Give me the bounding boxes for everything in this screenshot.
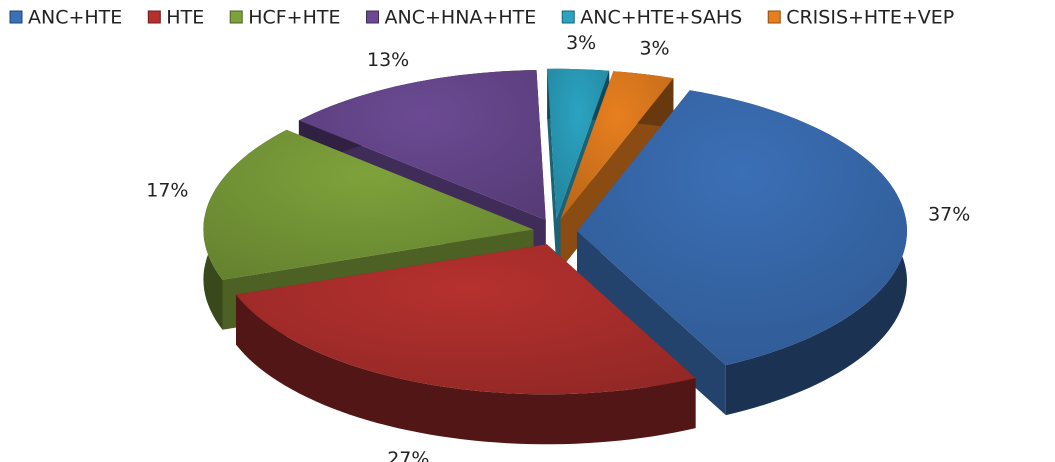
data-label: 17% bbox=[146, 180, 188, 202]
legend-swatch bbox=[561, 10, 575, 24]
legend-label: HTE bbox=[166, 7, 204, 29]
legend: ANC+HTE HTE HCF+HTE ANC+HNA+HTE ANC+HTE+SAHS… bbox=[9, 7, 954, 29]
legend-label: ANC+HTE+SAHS bbox=[580, 7, 742, 29]
legend-swatch bbox=[767, 10, 781, 24]
slice bbox=[560, 71, 674, 220]
slice bbox=[577, 90, 907, 366]
legend-label: ANC+HTE bbox=[28, 7, 122, 29]
data-label: 13% bbox=[367, 49, 409, 71]
slice bbox=[236, 244, 696, 395]
slice bbox=[203, 129, 534, 280]
data-label: 27% bbox=[387, 448, 429, 462]
slice bbox=[547, 68, 610, 219]
data-label: 37% bbox=[928, 204, 970, 226]
legend-swatch bbox=[147, 10, 161, 24]
slice bbox=[298, 70, 546, 220]
legend-swatch bbox=[229, 10, 243, 24]
legend-swatch bbox=[366, 10, 380, 24]
pie bbox=[203, 68, 907, 445]
data-label: 3% bbox=[566, 32, 596, 54]
slice-side bbox=[577, 231, 726, 416]
legend-swatch bbox=[9, 10, 23, 24]
data-label: 3% bbox=[639, 38, 669, 60]
legend-label: CRISIS+HTE+VEP bbox=[786, 7, 954, 29]
legend-label: HCF+HTE bbox=[248, 7, 340, 29]
slice-side bbox=[236, 294, 696, 445]
legend-label: ANC+HNA+HTE bbox=[385, 7, 537, 29]
